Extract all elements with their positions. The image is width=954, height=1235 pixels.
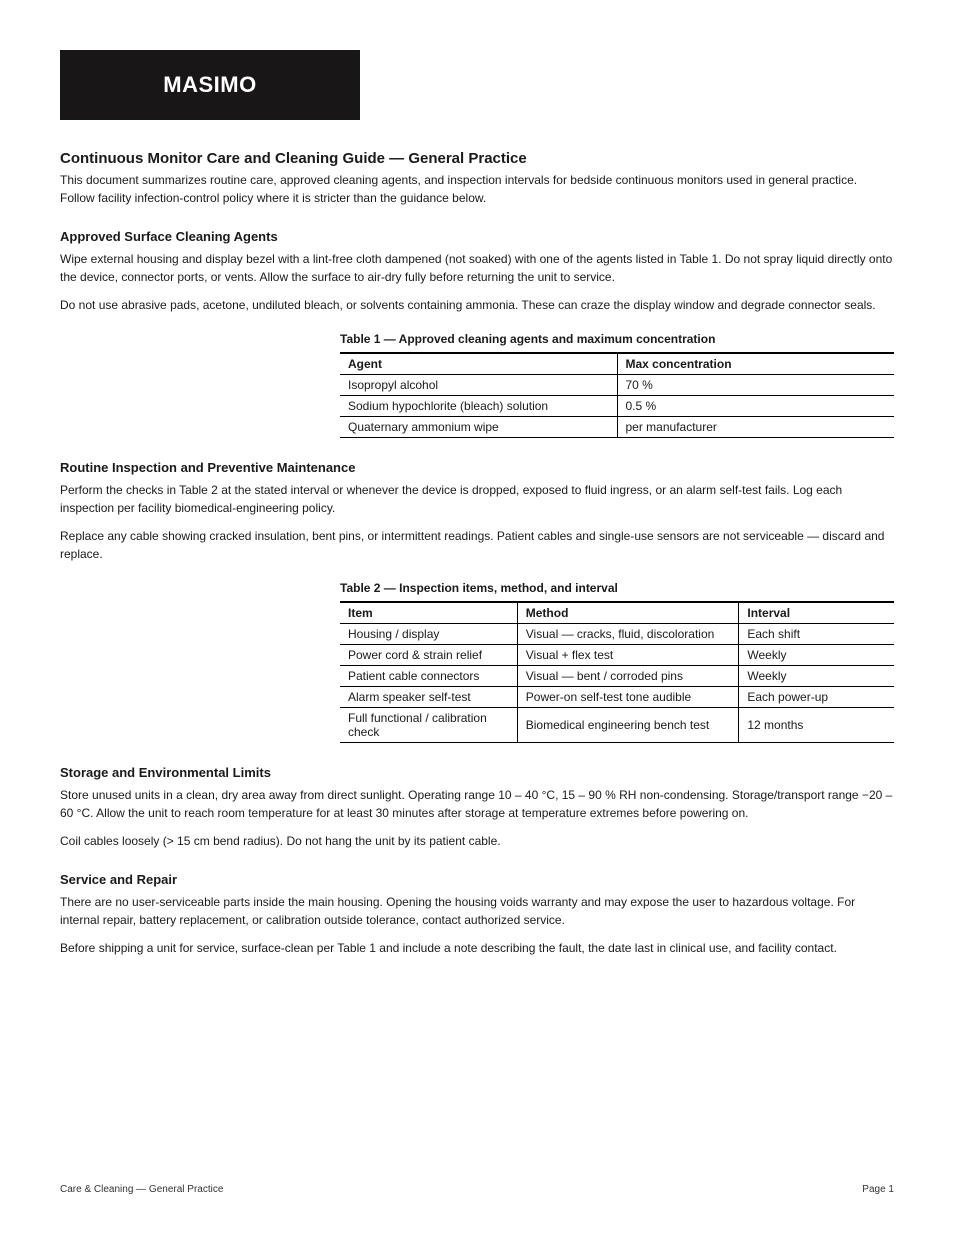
- table-cell: Isopropyl alcohol: [340, 375, 617, 396]
- table-row: Quaternary ammonium wipeper manufacturer: [340, 417, 894, 438]
- table-header-cell: Interval: [739, 602, 894, 624]
- intro-paragraph: This document summarizes routine care, a…: [60, 171, 894, 207]
- table-cell: Full functional / calibration check: [340, 708, 517, 743]
- table-header-cell: Item: [340, 602, 517, 624]
- table1-caption: Table 1 — Approved cleaning agents and m…: [340, 332, 894, 346]
- table-header-cell: Max concentration: [617, 353, 894, 375]
- table-row: Full functional / calibration checkBiome…: [340, 708, 894, 743]
- page-title: Continuous Monitor Care and Cleaning Gui…: [60, 150, 894, 167]
- table-cell: Visual — cracks, fluid, discoloration: [517, 624, 739, 645]
- table-cell: Weekly: [739, 645, 894, 666]
- section-heading-cleaning: Approved Surface Cleaning Agents: [60, 229, 894, 244]
- table-cell: Each power-up: [739, 687, 894, 708]
- table-cell: Weekly: [739, 666, 894, 687]
- table1-block: Table 1 — Approved cleaning agents and m…: [340, 332, 894, 438]
- table-row: Alarm speaker self-testPower-on self-tes…: [340, 687, 894, 708]
- table-cleaning-agents: AgentMax concentrationIsopropyl alcohol7…: [340, 352, 894, 438]
- table-header-cell: Method: [517, 602, 739, 624]
- table-cell: Alarm speaker self-test: [340, 687, 517, 708]
- table-row: Housing / displayVisual — cracks, fluid,…: [340, 624, 894, 645]
- table-cell: Each shift: [739, 624, 894, 645]
- spacer: [60, 120, 894, 150]
- storage-para-2: Coil cables loosely (> 15 cm bend radius…: [60, 832, 894, 850]
- table-row: Sodium hypochlorite (bleach) solution0.5…: [340, 396, 894, 417]
- table-row: Power cord & strain reliefVisual + flex …: [340, 645, 894, 666]
- table-cell: Sodium hypochlorite (bleach) solution: [340, 396, 617, 417]
- footer-right: Page 1: [862, 1184, 894, 1195]
- table-cell: Power-on self-test tone audible: [517, 687, 739, 708]
- storage-para-1: Store unused units in a clean, dry area …: [60, 786, 894, 822]
- table-cell: 70 %: [617, 375, 894, 396]
- table-cell: Visual + flex test: [517, 645, 739, 666]
- table-cell: Housing / display: [340, 624, 517, 645]
- table-cell: Biomedical engineering bench test: [517, 708, 739, 743]
- cleaning-para-1: Wipe external housing and display bezel …: [60, 250, 894, 286]
- table-cell: Quaternary ammonium wipe: [340, 417, 617, 438]
- service-para-1: There are no user-serviceable parts insi…: [60, 893, 894, 929]
- table-cell: 0.5 %: [617, 396, 894, 417]
- brand-logo: MASIMO: [60, 50, 360, 120]
- inspection-para-1: Perform the checks in Table 2 at the sta…: [60, 481, 894, 517]
- service-para-2: Before shipping a unit for service, surf…: [60, 939, 894, 957]
- table-cell: Visual — bent / corroded pins: [517, 666, 739, 687]
- table-row: Patient cable connectorsVisual — bent / …: [340, 666, 894, 687]
- table-inspection-intervals: ItemMethodIntervalHousing / displayVisua…: [340, 601, 894, 743]
- table-cell: per manufacturer: [617, 417, 894, 438]
- cleaning-para-2: Do not use abrasive pads, acetone, undil…: [60, 296, 894, 314]
- section-heading-inspection: Routine Inspection and Preventive Mainte…: [60, 460, 894, 475]
- section-heading-storage: Storage and Environmental Limits: [60, 765, 894, 780]
- footer-left: Care & Cleaning — General Practice: [60, 1184, 223, 1195]
- table2-caption: Table 2 — Inspection items, method, and …: [340, 581, 894, 595]
- page: MASIMO Continuous Monitor Care and Clean…: [60, 50, 894, 1195]
- page-footer: Care & Cleaning — General Practice Page …: [60, 1184, 894, 1195]
- table-cell: Power cord & strain relief: [340, 645, 517, 666]
- section-heading-service: Service and Repair: [60, 872, 894, 887]
- table-row: Isopropyl alcohol70 %: [340, 375, 894, 396]
- table-cell: Patient cable connectors: [340, 666, 517, 687]
- table2-block: Table 2 — Inspection items, method, and …: [340, 581, 894, 743]
- table-cell: 12 months: [739, 708, 894, 743]
- inspection-para-2: Replace any cable showing cracked insula…: [60, 527, 894, 563]
- table-header-cell: Agent: [340, 353, 617, 375]
- brand-logo-text: MASIMO: [163, 72, 256, 98]
